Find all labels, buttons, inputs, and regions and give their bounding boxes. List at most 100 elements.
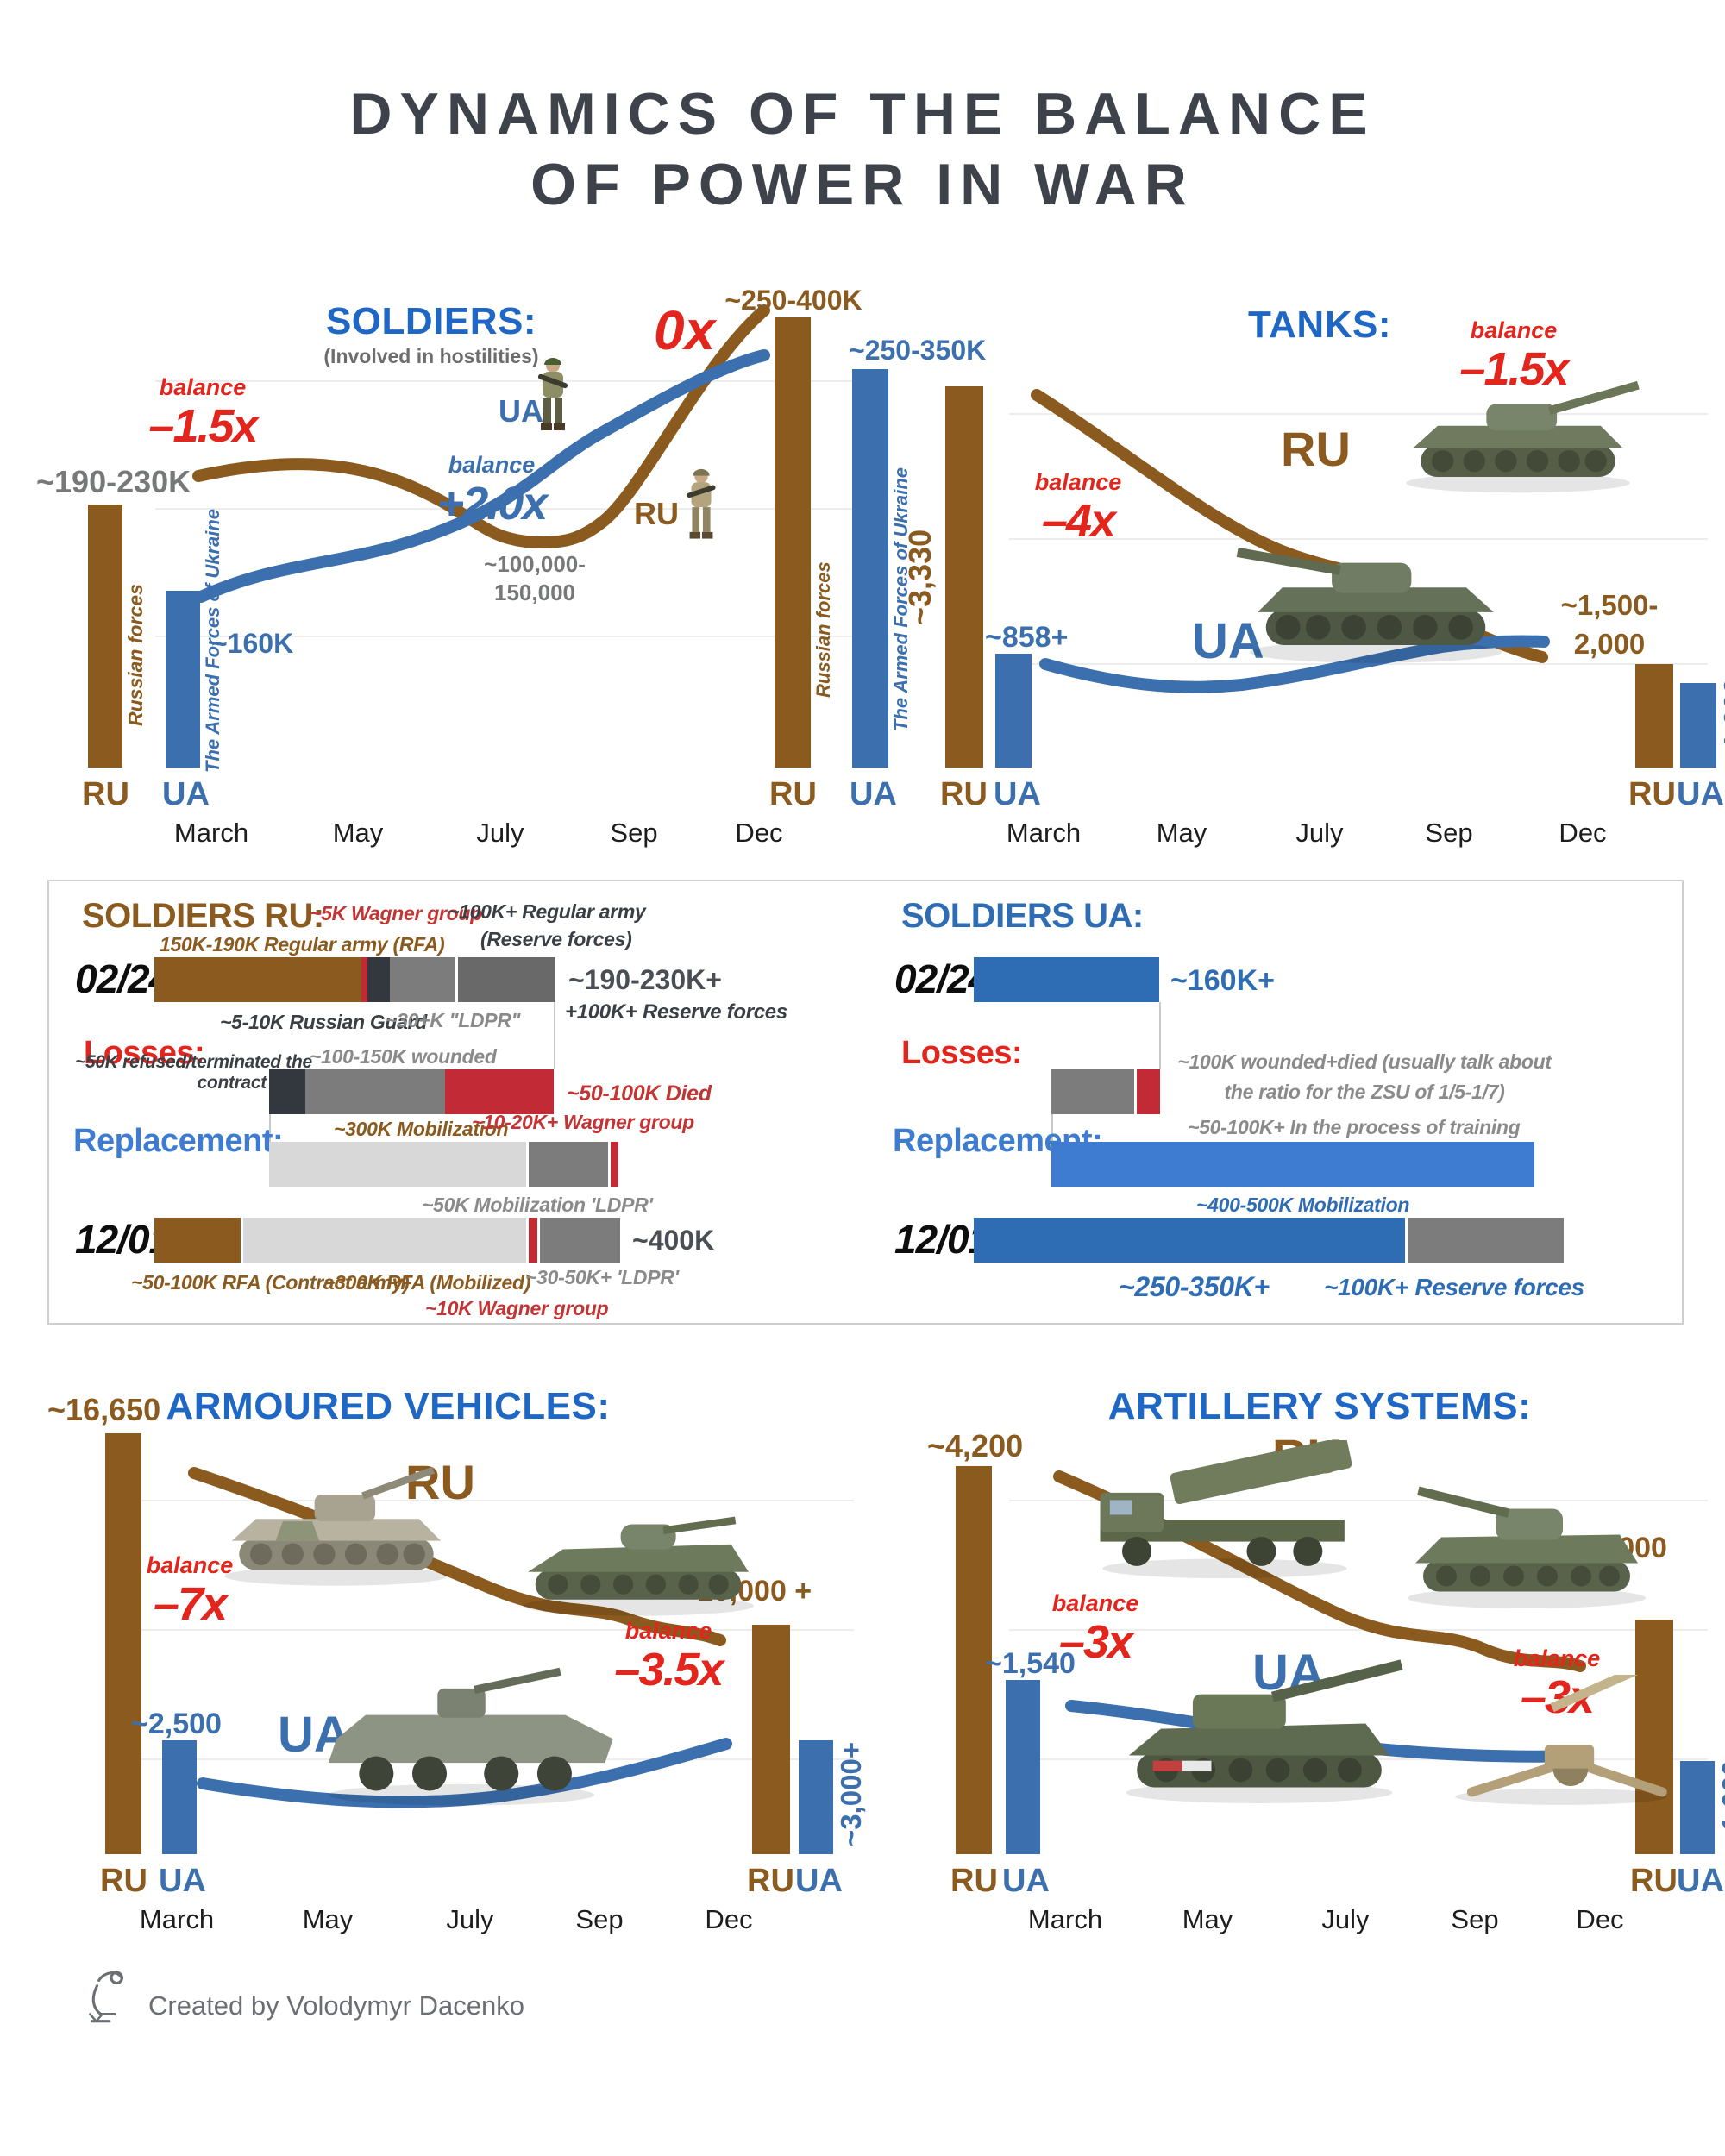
soldiers-left-ru-caption: Russian forces <box>124 584 147 727</box>
armoured-title: ARMOURED VEHICLES: <box>147 1385 630 1428</box>
artillery-right-ua-bar <box>1680 1761 1715 1854</box>
segment-gap <box>1405 1218 1408 1263</box>
armoured-left-ru-value: ~16,650 <box>47 1392 161 1427</box>
ua-pzh-icon <box>1126 1659 1403 1804</box>
armoured-balance-start: balance –7x <box>116 1552 263 1630</box>
balance-word: balance <box>1051 1590 1139 1616</box>
ua-training-label: ~50-100K+ In the process of training <box>1188 1116 1521 1138</box>
balance-word: balance <box>624 1618 712 1644</box>
segment-gap <box>537 1218 540 1263</box>
ru-spg-icon <box>1408 1486 1646 1608</box>
balance-value: –1.5x <box>148 400 258 452</box>
armoured-right-ua-bar <box>799 1740 833 1854</box>
value-line2: 2,000 <box>1573 627 1646 660</box>
artillery-left-ua-value: ~1,540 <box>985 1647 1076 1680</box>
soldiers-right-ru-value: ~250-400K <box>724 285 862 316</box>
artillery-balance-start: balance –3x <box>1026 1590 1164 1666</box>
armoured-left-ua-value: ~2,500 <box>131 1708 222 1740</box>
soldiers-mid-range-note: ~100,000- 150,000 <box>440 550 630 606</box>
armoured-left-ua-bar <box>162 1740 197 1854</box>
segment-wagner-end <box>529 1218 537 1263</box>
segment-ldpr <box>390 957 455 1002</box>
soldiers-subtitle: (Involved in hostilities) <box>323 345 539 367</box>
soldiers-left-ua-value: ~160K <box>211 628 294 659</box>
ua-replacement-bar <box>1051 1142 1534 1187</box>
ru-wagner-replacement-label: ~10-20K+ Wagner group <box>472 1111 694 1133</box>
ua-start-bar <box>974 957 1159 1002</box>
ru-connector-bottom <box>269 1114 271 1142</box>
ua-start-total: ~160K+ <box>1170 964 1275 997</box>
refused-line1: ~50K refused/terminated the <box>75 1052 312 1072</box>
x-tick-may: May <box>1182 1904 1233 1934</box>
x-tick-may: May <box>1156 818 1208 848</box>
soldiers-left-ru-value: ~190-230K <box>36 464 191 499</box>
soldiers-chart: SOLDIERS: (Involved in hostilities) bala… <box>34 285 986 871</box>
x-tick-march: March <box>1006 818 1082 848</box>
ua-connector-top <box>1159 1002 1161 1069</box>
soldiers-comparison-panel: SOLDIERS RU: 150K-190K Regular army (RFA… <box>47 880 1684 1325</box>
ru-losses-stacked-bar <box>269 1069 554 1114</box>
ru-losses-heading: Losses: <box>84 1035 205 1071</box>
page-title-line2: OF POWER IN WAR <box>530 151 1195 217</box>
balance-value: –7x <box>153 1578 228 1630</box>
ua-losses-heading: Losses: <box>901 1035 1023 1071</box>
x-tick-dec: Dec <box>1559 818 1607 848</box>
soldiers-zero-x: 0x <box>654 299 716 361</box>
balance-value: +2.0x <box>436 478 549 530</box>
artillery-left-ua-bar <box>1006 1680 1040 1854</box>
x-tick-july: July <box>1321 1904 1370 1934</box>
segment-gap <box>241 1218 243 1263</box>
segment-rfa-contract <box>154 1218 241 1263</box>
artillery-balance-end: balance –3x <box>1484 1647 1630 1721</box>
soldiers-left-ua-label: UA <box>162 776 210 812</box>
ru-mobilization-label: ~300K Mobilization <box>334 1118 509 1140</box>
segment-refused <box>269 1069 305 1114</box>
tanks-title: TANKS: <box>1190 304 1449 347</box>
soldiers-balance-start: balance –1.5x <box>116 376 289 452</box>
ua-losses-line2: the ratio for the ZSU of 1/5-1/7) <box>1224 1081 1505 1103</box>
segment-gap <box>608 1142 611 1187</box>
balance-word: balance <box>146 1552 234 1578</box>
soldiers-ua-curve-label: UA <box>499 393 543 429</box>
soldiers-left-ru-bar <box>88 505 122 768</box>
soldiers-ua-title: SOLDIERS UA: <box>901 897 1144 935</box>
ru-bmp-icon <box>523 1516 754 1616</box>
ru-start-total-note: +100K+ Reserve forces <box>565 1000 787 1024</box>
segment-ua-forces <box>974 957 1159 1002</box>
x-tick-sep: Sep <box>610 818 658 848</box>
ru-guard-label: ~5-10K Russian Guard <box>220 1011 428 1033</box>
ua-mobilization-label: ~400-500K Mobilization <box>1196 1194 1410 1216</box>
range-line1: ~100,000- <box>484 551 586 577</box>
ua-losses-line1: ~100K wounded+died (usually talk about <box>1177 1050 1552 1073</box>
ru-wagner-label: ~5K Wagner group <box>310 902 482 924</box>
x-tick-march: March <box>173 818 249 848</box>
artillery-title-text: ARTILLERY SYSTEMS: <box>1107 1385 1532 1427</box>
ru-rfa-mobilized-label: ~300K RFA (Mobilized) <box>323 1271 531 1294</box>
ua-end-reserve: ~100K+ Reserve forces <box>1324 1274 1584 1300</box>
segment-reserve-forces <box>458 957 555 1002</box>
balance-value: –1.5x <box>1459 343 1569 395</box>
tanks-left-ru-value: ~3,330 <box>902 529 938 625</box>
segment-ua-active <box>974 1218 1405 1263</box>
segment-gap <box>455 957 458 1002</box>
ua-howitzer-icon <box>1455 1675 1667 1805</box>
segment-ldpr-end <box>540 1218 620 1263</box>
x-tick-march: March <box>1027 1904 1103 1934</box>
segment-ua-reserve <box>1408 1218 1564 1263</box>
ua-soldier-icon <box>537 358 568 430</box>
ru-reserve-label-line2: (Reserve forces) <box>480 928 632 950</box>
artillery-left-ru-bar <box>956 1466 992 1854</box>
ru-wounded-label: ~100-150K wounded <box>310 1045 497 1068</box>
segment-regular-army <box>154 957 361 1002</box>
ru-ldpr-end-label: ~30-50K+ 'LDPR' <box>525 1266 679 1288</box>
artillery-left-ru-value: ~4,200 <box>927 1428 1024 1463</box>
segment-ldpr-mobilization <box>529 1142 608 1187</box>
artillery-chart: ARTILLERY SYSTEMS: ~4,200 ~1,540 RU UA b… <box>914 1371 1725 1958</box>
segment-ua-wounded <box>1051 1069 1134 1114</box>
refused-line2: contract <box>197 1073 267 1093</box>
tanks-right-ua-bar <box>1680 683 1716 768</box>
ru-start-total: ~190-230K+ <box>568 964 722 995</box>
balance-word: balance <box>448 452 536 478</box>
ru-replacement-stacked-bar <box>269 1142 618 1187</box>
range-line2: 150,000 <box>494 579 575 605</box>
